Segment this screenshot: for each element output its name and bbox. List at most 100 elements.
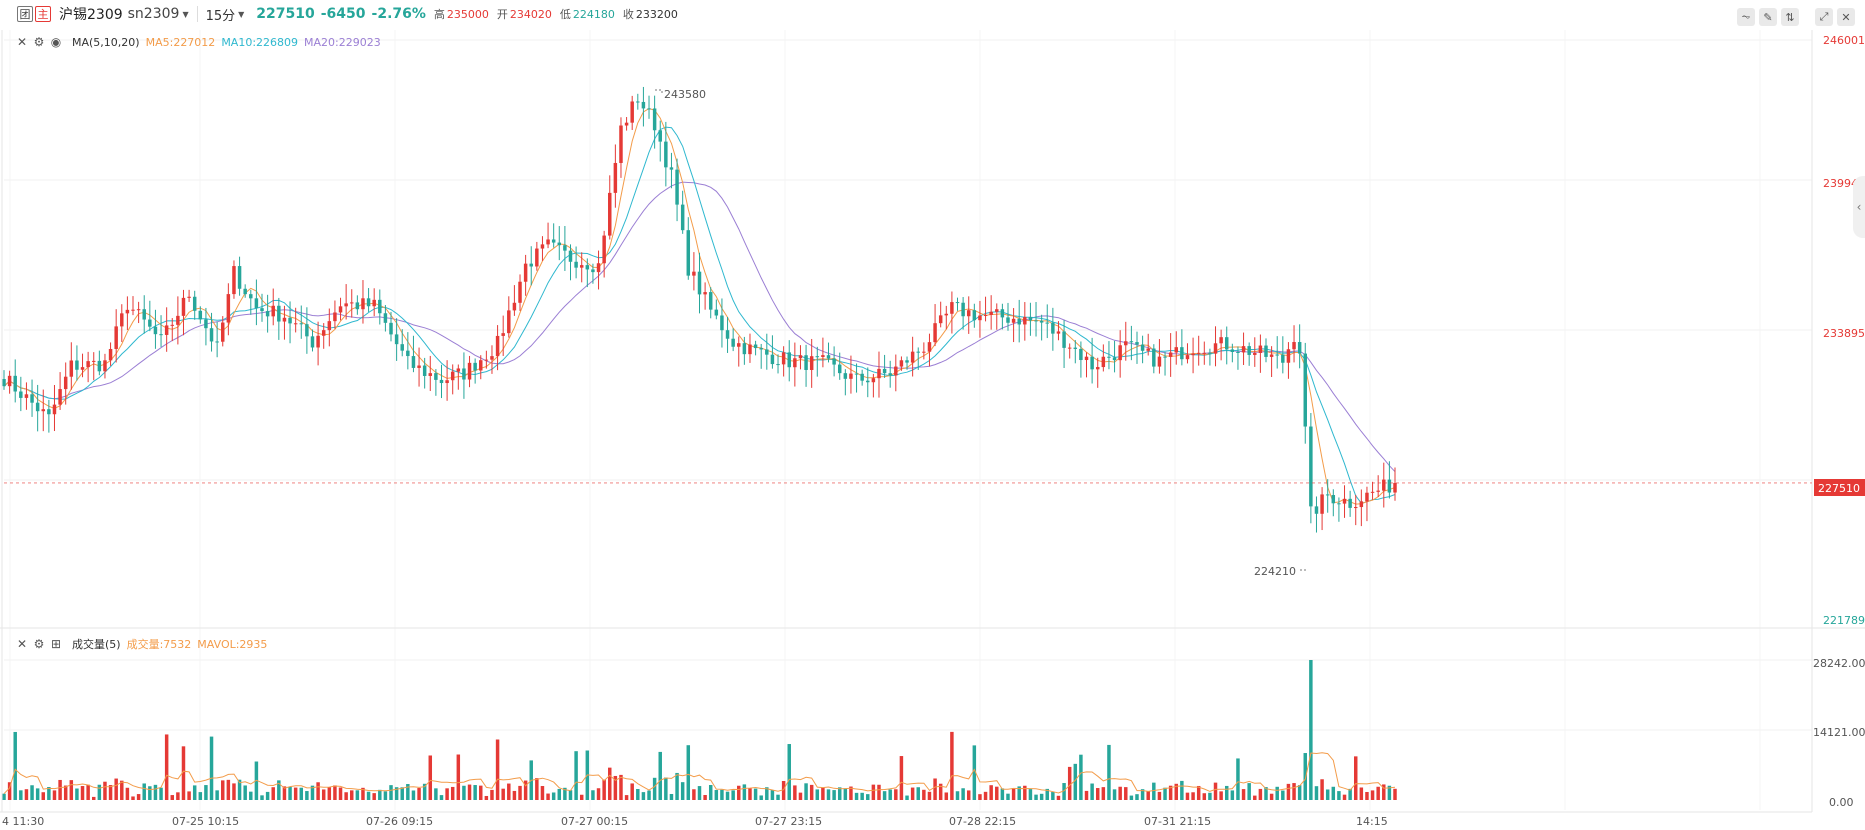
- candle-body-164: [922, 351, 926, 353]
- candle-body-192: [1079, 348, 1083, 361]
- candle-12: [69, 342, 74, 390]
- candle-body-82: [462, 368, 466, 380]
- interval-dropdown-icon[interactable]: ▼: [238, 9, 245, 19]
- symbol-dropdown-icon[interactable]: ▼: [182, 9, 189, 19]
- volume-bar-1: [7, 782, 12, 800]
- candle-133: [748, 333, 752, 363]
- volume-bar-91: [512, 790, 517, 800]
- volume-bar-56: [316, 782, 320, 800]
- candle-185: [1039, 314, 1044, 341]
- candle-26: [148, 300, 152, 332]
- candle-107: [602, 230, 606, 278]
- candle-body-168: [944, 313, 949, 316]
- volume-bar-223: [1253, 795, 1257, 800]
- candle-7: [41, 389, 46, 432]
- candle-203: [1140, 335, 1145, 364]
- candle-body-125: [703, 292, 707, 295]
- chart-indicator-icon: ⏦: [1741, 10, 1751, 23]
- volume-bar-16: [92, 796, 96, 800]
- toggle-visibility-button[interactable]: ◉: [49, 35, 63, 49]
- candle-196: [1101, 344, 1106, 372]
- candle-body-115: [647, 108, 651, 110]
- fullscreen-button[interactable]: ⤢: [1815, 8, 1833, 26]
- symbol-name[interactable]: 沪锡2309: [59, 7, 123, 23]
- candle-body-213: [1196, 352, 1201, 354]
- expand-icon: ⤢: [1819, 10, 1829, 23]
- group-badge[interactable]: 团: [17, 6, 33, 22]
- candle-body-197: [1107, 356, 1111, 358]
- compare-button[interactable]: ⇅: [1781, 8, 1799, 26]
- volume-bar-132: [742, 784, 747, 800]
- candle-156: [877, 351, 881, 398]
- candle-body-232: [1303, 353, 1307, 427]
- remove-indicator-button[interactable]: ✕: [15, 35, 29, 49]
- candle-174: [978, 300, 982, 338]
- candle-34: [192, 290, 197, 320]
- add-indicator-button[interactable]: ⊞: [49, 637, 63, 651]
- ma5-value: MA5:227012: [145, 35, 216, 49]
- volume-bar-15: [86, 784, 90, 800]
- candle-body-55: [310, 336, 315, 348]
- candle-225: [1264, 338, 1268, 363]
- candle-body-236: [1325, 494, 1330, 496]
- candle-227: [1275, 336, 1279, 369]
- volume-bar-195: [1095, 788, 1100, 800]
- volume-bar-146: [821, 787, 825, 800]
- close-chart-button[interactable]: ✕: [1837, 8, 1855, 26]
- interval-selector[interactable]: 15分: [205, 8, 236, 24]
- volume-bar-36: [204, 785, 208, 800]
- candle-body-183: [1028, 317, 1033, 321]
- candle-body-103: [579, 265, 584, 268]
- candle-30: [170, 318, 175, 342]
- volume-settings-button[interactable]: ⚙: [32, 637, 46, 651]
- candle-132: [742, 336, 747, 365]
- main-contract-badge[interactable]: 主: [35, 6, 51, 22]
- candle-body-124: [697, 271, 702, 295]
- candle-241: [1353, 494, 1358, 526]
- candle-218: [1224, 326, 1229, 365]
- volume-bar-128: [720, 789, 724, 800]
- volume-bar-163: [916, 787, 920, 800]
- high-value: 235000: [446, 7, 489, 21]
- candle-body-157: [882, 368, 887, 374]
- last-price: 227510: [256, 6, 315, 22]
- candle-body-193: [1084, 356, 1089, 361]
- volume-bar-60: [338, 787, 343, 800]
- candle-211: [1185, 343, 1190, 364]
- volume-bar-17: [97, 784, 102, 800]
- volume-bar-11: [63, 785, 68, 800]
- candle-119: [669, 152, 674, 189]
- volume-bar-210: [1180, 780, 1184, 800]
- candle-146: [821, 337, 825, 368]
- volume-bar-106: [596, 788, 601, 800]
- indicator-settings-button[interactable]: ⚙: [32, 35, 46, 49]
- candle-140: [787, 340, 791, 382]
- volume-bar-118: [664, 777, 668, 800]
- kline-chart[interactable]: 246001 239948 233895 221789 227510 24358…: [0, 28, 1865, 830]
- candle-body-208: [1168, 352, 1173, 357]
- candle-191: [1073, 340, 1078, 364]
- chart-toolbar: ⏦ ✎ ⇅ ⤢ ✕: [1737, 8, 1855, 26]
- volume-bar-61: [344, 792, 348, 800]
- candle-93: [523, 254, 528, 296]
- candle-body-201: [1129, 341, 1134, 343]
- volume-bar-168: [944, 792, 949, 800]
- volume-bar-209: [1174, 783, 1178, 800]
- remove-volume-button[interactable]: ✕: [15, 637, 29, 651]
- candle-180: [1011, 308, 1016, 343]
- candle-body-102: [574, 261, 578, 268]
- candle-246: [1382, 462, 1386, 508]
- candle-115: [647, 95, 651, 119]
- volume-bar-22: [125, 787, 130, 800]
- candle-body-179: [1006, 317, 1010, 323]
- candle-100: [563, 225, 567, 271]
- volume-bar-19: [108, 785, 113, 800]
- candle-body-98: [551, 239, 556, 243]
- volume-bar-228: [1281, 790, 1285, 800]
- volume-bar-123: [692, 789, 696, 800]
- draw-button[interactable]: ✎: [1759, 8, 1777, 26]
- indicator-button[interactable]: ⏦: [1737, 8, 1755, 26]
- symbol-code[interactable]: sn2309: [127, 6, 180, 22]
- side-panel-toggle[interactable]: ‹: [1853, 176, 1865, 238]
- candle-245: [1376, 475, 1380, 498]
